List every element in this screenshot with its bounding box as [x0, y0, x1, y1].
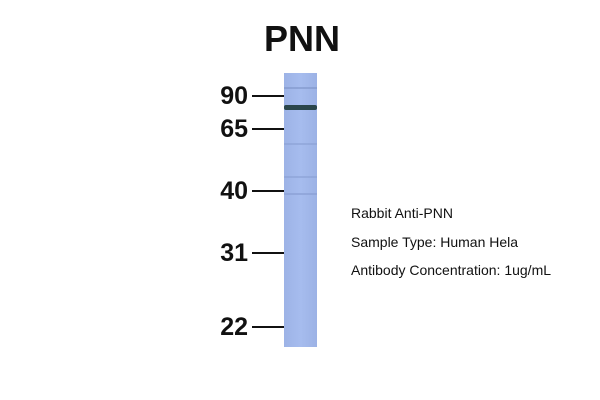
main-band	[284, 105, 317, 110]
caption-concentration: Antibody Concentration: 1ug/mL	[351, 262, 552, 278]
marker-65: 65	[200, 114, 284, 144]
marker-90: 90	[200, 81, 284, 111]
faint-band	[284, 143, 317, 145]
marker-tick	[252, 252, 284, 254]
marker-label: 90	[220, 82, 248, 110]
marker-tick	[252, 326, 284, 328]
marker-tick	[252, 128, 284, 130]
marker-label: 31	[220, 239, 248, 267]
faint-band	[284, 176, 317, 178]
marker-label: 65	[220, 115, 248, 143]
caption-sample: Sample Type: Human Hela	[351, 234, 519, 250]
blot-lane	[284, 73, 317, 347]
marker-tick	[252, 95, 284, 97]
faint-band	[284, 193, 317, 195]
marker-40: 40	[200, 176, 284, 206]
marker-tick	[252, 190, 284, 192]
caption-antibody: Rabbit Anti-PNN	[351, 205, 453, 221]
blot-title: PNN	[263, 18, 340, 59]
marker-label: 40	[220, 177, 248, 205]
marker-label: 22	[220, 313, 248, 341]
marker-22: 22	[200, 312, 284, 342]
faint-band	[284, 87, 317, 89]
marker-31: 31	[200, 238, 284, 268]
